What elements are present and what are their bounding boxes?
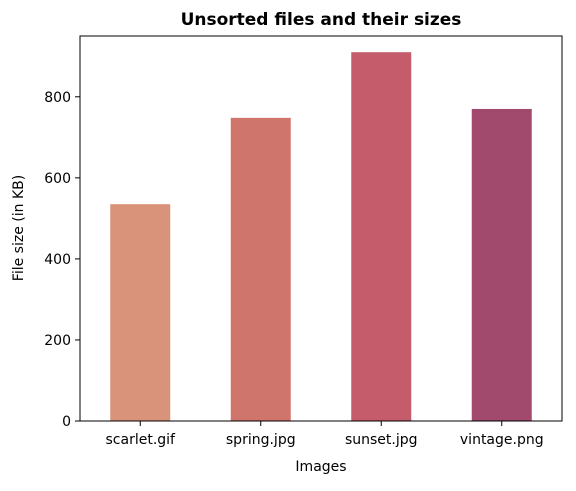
x-axis-label: Images [295, 459, 346, 475]
y-tick-label: 400 [44, 252, 71, 268]
plot-frame [79, 35, 563, 422]
bar-sunset-jpg [351, 52, 412, 422]
x-axis-ticks: scarlet.gif spring.jpg sunset.jpg vintage.p… [106, 421, 544, 448]
y-axis-ticks: 0 200 400 600 800 [44, 90, 80, 430]
y-tick-label: 0 [62, 414, 71, 430]
y-tick-label: 600 [44, 171, 71, 187]
bars-layer [110, 52, 532, 422]
x-tick-label: scarlet.gif [106, 432, 177, 448]
y-axis-label: File size (in KB) [11, 175, 27, 281]
bar-scarlet-gif [110, 204, 171, 421]
bar-spring-jpg [230, 117, 291, 421]
y-tick-label: 200 [44, 333, 71, 349]
x-tick-label: spring.jpg [226, 432, 296, 448]
y-tick-label: 800 [44, 90, 71, 106]
x-tick-label: vintage.png [460, 432, 544, 448]
chart-title: Unsorted files and their sizes [181, 10, 462, 30]
x-tick-label: sunset.jpg [345, 432, 418, 448]
bar-vintage-png [471, 108, 532, 422]
